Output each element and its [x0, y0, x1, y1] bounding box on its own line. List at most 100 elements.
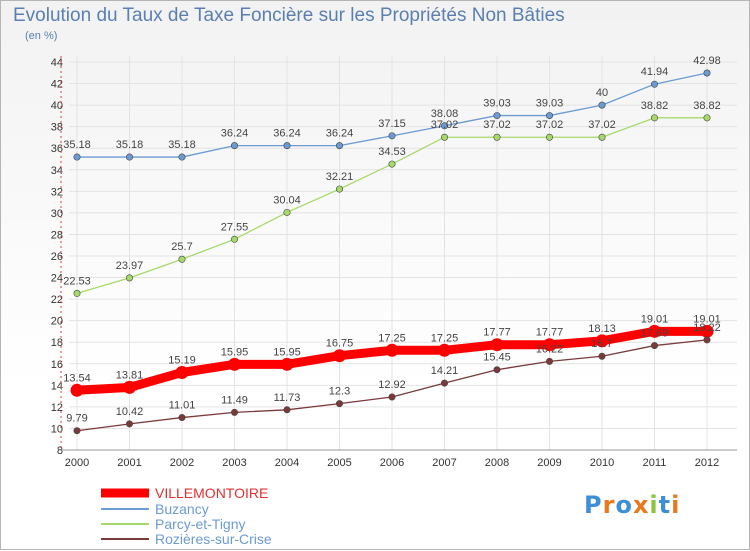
y-tick-label: 8: [57, 445, 63, 457]
data-label: 9.79: [66, 413, 87, 425]
data-point: [231, 408, 239, 416]
data-point: [438, 343, 451, 357]
data-label: 19.01: [693, 313, 721, 325]
data-label: 16.7: [591, 338, 612, 350]
data-point: [283, 208, 291, 216]
data-point: [545, 133, 553, 141]
data-label: 16.75: [326, 338, 354, 350]
data-label: 17.25: [378, 332, 406, 344]
data-point: [650, 114, 658, 122]
legend-label: VILLEMONTOIRE: [155, 485, 268, 501]
series-3: [73, 336, 711, 435]
data-label: 37.02: [536, 119, 564, 131]
data-point: [543, 338, 556, 352]
data-label: 37.02: [431, 119, 459, 131]
data-label: 15.95: [273, 346, 301, 358]
data-point: [388, 160, 396, 168]
data-label: 12.92: [378, 379, 406, 391]
data-point: [385, 343, 399, 357]
x-tick-label: 2008: [485, 457, 509, 469]
data-point: [178, 255, 186, 263]
y-tick-label: 42: [51, 79, 63, 91]
y-tick-label: 34: [51, 165, 63, 177]
data-label: 41.94: [641, 66, 669, 78]
data-point: [598, 133, 606, 141]
logo-letter: i: [649, 491, 659, 519]
data-label: 27.55: [221, 221, 249, 233]
x-tick-label: 2010: [590, 457, 614, 469]
data-point: [493, 366, 501, 374]
data-point: [598, 101, 606, 109]
data-point: [335, 185, 343, 193]
data-point: [650, 342, 658, 350]
y-tick-label: 36: [51, 143, 63, 155]
data-label: 35.18: [63, 139, 91, 151]
legend-label: Parcy-et-Tigny: [155, 516, 246, 532]
data-point: [700, 324, 714, 338]
data-label: 17.69: [641, 328, 669, 340]
data-point: [440, 379, 448, 387]
data-point: [73, 427, 81, 435]
legend-label: Rozières-sur-Crise: [155, 531, 272, 547]
data-label: 14.21: [431, 365, 459, 377]
data-point: [126, 420, 134, 428]
data-point: [388, 132, 396, 140]
data-label: 36.24: [326, 128, 354, 140]
data-point: [283, 142, 291, 150]
y-tick-label: 22: [51, 294, 63, 306]
data-point: [73, 153, 81, 161]
data-label: 12.3: [329, 386, 350, 398]
data-label: 11.49: [221, 394, 248, 406]
data-point: [648, 324, 661, 338]
logo-letter: t: [658, 491, 672, 519]
data-label: 42.98: [693, 55, 721, 67]
data-point: [283, 406, 291, 414]
data-label: 25.7: [171, 241, 192, 253]
data-label: 32.21: [326, 171, 354, 183]
data-point: [703, 336, 711, 344]
data-point: [333, 349, 346, 363]
chart-title: Evolution du Taux de Taxe Foncière sur l…: [13, 5, 565, 26]
data-label: 13.54: [63, 372, 91, 384]
data-point: [70, 383, 84, 397]
data-point: [650, 80, 658, 88]
x-tick-label: 2005: [327, 457, 351, 469]
data-label: 13.81: [116, 369, 144, 381]
data-label: 18.22: [693, 322, 721, 334]
y-tick-label: 38: [51, 122, 63, 134]
data-label: 38.82: [641, 100, 669, 112]
data-point: [335, 142, 343, 150]
y-tick-label: 16: [51, 359, 63, 371]
data-label: 36.24: [273, 128, 301, 140]
y-tick-label: 12: [51, 402, 63, 414]
data-point: [440, 133, 448, 141]
data-point: [231, 235, 239, 243]
proxiti-logo: Proxiti: [584, 491, 680, 519]
data-label: 37.15: [378, 118, 406, 130]
data-point: [126, 274, 134, 282]
data-point: [280, 357, 294, 371]
data-point: [388, 393, 396, 401]
y-tick-label: 14: [51, 380, 63, 392]
data-label: 15.45: [483, 352, 511, 364]
data-point: [123, 380, 136, 394]
data-point: [178, 153, 186, 161]
x-tick-label: 2003: [222, 457, 246, 469]
data-point: [175, 366, 189, 380]
x-tick-label: 2002: [170, 457, 194, 469]
data-point: [545, 357, 553, 365]
data-point: [335, 400, 343, 408]
x-tick-label: 2004: [275, 457, 299, 469]
data-point: [490, 338, 504, 352]
data-point: [178, 414, 186, 422]
y-tick-label: 24: [51, 273, 63, 285]
data-point: [493, 133, 501, 141]
logo-letter: r: [602, 491, 616, 519]
y-tick-label: 10: [51, 423, 63, 435]
y-tick-label: 40: [51, 100, 63, 112]
data-label: 30.04: [273, 194, 301, 206]
data-point: [703, 114, 711, 122]
data-label: 16.22: [536, 343, 564, 355]
logo-letter: i: [671, 491, 681, 519]
